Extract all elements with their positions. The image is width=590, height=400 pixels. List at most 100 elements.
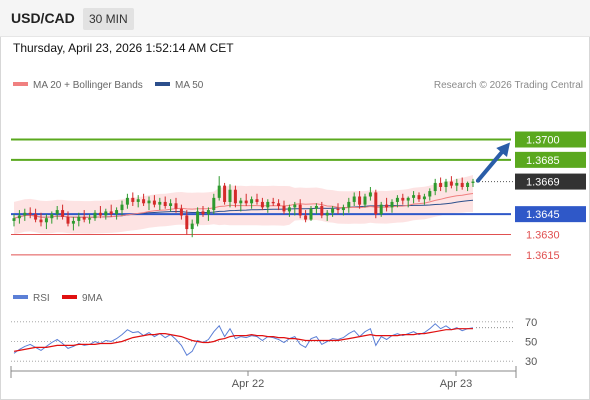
candle xyxy=(406,196,410,208)
candle xyxy=(23,208,27,221)
candle xyxy=(152,195,156,208)
candle-body xyxy=(206,210,210,215)
candle xyxy=(17,210,21,224)
level-label-1.3615: 1.3615 xyxy=(526,250,560,262)
candle-body xyxy=(152,200,156,205)
candle xyxy=(28,207,32,219)
candle-body xyxy=(255,199,259,202)
candle-body xyxy=(347,201,351,208)
candle xyxy=(93,210,97,221)
candle xyxy=(250,196,254,209)
legend-ma50: MA 50 xyxy=(155,80,203,91)
candle xyxy=(61,204,65,220)
candle-body xyxy=(336,208,340,211)
candle xyxy=(12,214,16,227)
candle-body xyxy=(34,214,38,220)
legend-rsi: RSI xyxy=(13,293,50,304)
ma9-swatch xyxy=(62,295,77,300)
candle-body xyxy=(71,220,75,224)
candle xyxy=(163,196,167,209)
candle xyxy=(460,177,464,190)
candle-body xyxy=(66,216,70,224)
forecast-arrow-head xyxy=(496,142,510,157)
timeframe-badge[interactable]: 30 MIN xyxy=(83,8,134,30)
candle xyxy=(287,204,291,217)
candle-body xyxy=(12,218,16,221)
candle-body xyxy=(217,185,221,198)
candle-body xyxy=(125,197,129,205)
level-label-1.3685: 1.3685 xyxy=(526,155,560,167)
candle xyxy=(147,196,151,211)
candle xyxy=(131,192,135,206)
candle xyxy=(428,188,432,201)
legend-ma20: MA 20 + Bollinger Bands xyxy=(13,80,143,91)
candle xyxy=(169,199,173,212)
candle-body xyxy=(196,211,200,224)
level-tag-1.3685 xyxy=(515,151,586,168)
candle xyxy=(82,210,86,223)
candle xyxy=(401,193,405,205)
legend-rsi-label: RSI xyxy=(33,293,50,304)
level-label-1.3630: 1.3630 xyxy=(526,230,560,242)
candle-body xyxy=(44,218,48,223)
candle xyxy=(50,211,54,224)
candle xyxy=(233,185,237,208)
candle xyxy=(77,212,81,227)
candle xyxy=(358,191,362,209)
candle-body xyxy=(131,197,135,202)
candle xyxy=(125,193,129,209)
candle-body xyxy=(61,210,65,217)
rsi-tick-label: 70 xyxy=(525,317,537,329)
legend-9ma: 9MA xyxy=(62,293,103,304)
candle-body xyxy=(471,181,475,183)
candle-body xyxy=(298,204,302,216)
rsi-tick-label: 30 xyxy=(525,356,537,368)
candle xyxy=(374,189,378,219)
candle-body xyxy=(163,201,167,206)
candle-body xyxy=(282,206,286,212)
candle-body xyxy=(395,197,399,202)
candle xyxy=(282,200,286,215)
candle xyxy=(433,178,437,196)
rsi-panel: 70 50 30 xyxy=(11,317,537,368)
candle-body xyxy=(460,182,464,187)
candle-body xyxy=(417,195,421,200)
level-label-1.3700: 1.3700 xyxy=(526,135,560,147)
candle xyxy=(88,214,92,224)
candle-body xyxy=(104,211,108,216)
candle xyxy=(390,199,394,213)
candle xyxy=(341,204,345,216)
candle xyxy=(174,197,178,213)
candle-body xyxy=(250,199,254,204)
candle xyxy=(385,197,389,212)
candle xyxy=(44,214,48,230)
candle-body xyxy=(82,216,86,220)
candle xyxy=(347,197,351,213)
candle-body xyxy=(142,199,146,204)
candle xyxy=(277,199,281,211)
rsi-tick-label: 50 xyxy=(525,337,537,349)
candle-body xyxy=(93,212,97,219)
candle xyxy=(266,199,270,213)
candle-body xyxy=(260,201,264,208)
candle-body xyxy=(190,223,194,230)
last-price-tag xyxy=(515,173,586,190)
timestamp: Thursday, April 23, 2026 1:52:14 AM CET xyxy=(13,41,234,55)
candle xyxy=(196,207,200,227)
candles xyxy=(12,176,475,238)
candle xyxy=(395,195,399,208)
candle-body xyxy=(115,210,119,215)
candle-body xyxy=(136,199,140,202)
candle xyxy=(158,197,162,211)
candle-body xyxy=(174,203,178,209)
candle xyxy=(228,184,232,208)
candle xyxy=(449,176,453,189)
candle xyxy=(212,193,216,215)
candle-body xyxy=(309,208,313,220)
candle-body xyxy=(179,208,183,216)
candle-body xyxy=(331,208,335,213)
candle xyxy=(363,193,367,208)
level-label-1.3645: 1.3645 xyxy=(526,209,560,221)
copyright: Research © 2026 Trading Central xyxy=(433,80,583,91)
